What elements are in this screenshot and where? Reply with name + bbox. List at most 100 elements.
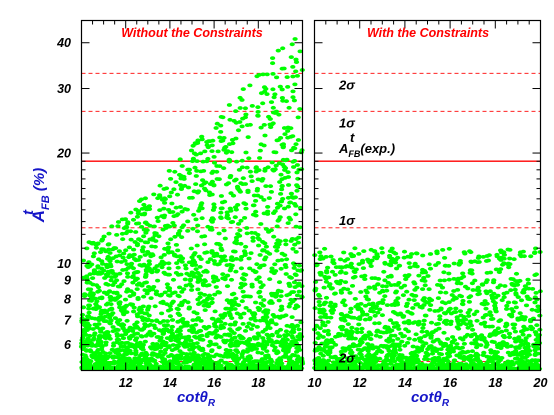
scatter-point [174, 192, 181, 197]
scatter-point [227, 327, 233, 332]
scatter-point [227, 322, 233, 327]
scatter-point [243, 206, 249, 211]
scatter-point [123, 303, 130, 308]
scatter-point [216, 360, 222, 364]
scatter-point [296, 263, 302, 268]
scatter-point [247, 266, 253, 271]
scatter-point [534, 297, 540, 302]
scatter-point [348, 306, 354, 311]
scatter-point [365, 257, 371, 262]
scatter-point [171, 223, 177, 228]
scatter-point [423, 354, 429, 359]
scatter-point [420, 253, 426, 258]
scatter-point [328, 308, 334, 313]
scatter-point [336, 367, 342, 371]
scatter-point [454, 342, 460, 346]
scatter-point [195, 287, 201, 292]
scatter-point [116, 249, 122, 254]
scatter-point [441, 320, 447, 325]
scatter-point [321, 308, 327, 313]
scatter-point [292, 146, 298, 151]
scatter-point [199, 216, 205, 221]
scatter-point [94, 304, 100, 308]
scatter-point [232, 358, 238, 363]
scatter-point [171, 187, 177, 192]
scatter-point [123, 267, 129, 272]
scatter-point [251, 203, 257, 208]
scatter-point [165, 272, 171, 277]
scatter-point [190, 318, 196, 322]
scatter-point [149, 252, 155, 256]
scatter-point [230, 366, 236, 371]
scatter-point [445, 309, 451, 314]
scatter-point [98, 334, 105, 339]
scatter-point [364, 297, 370, 301]
scatter-point [195, 223, 201, 228]
scatter-point [501, 253, 507, 257]
scatter-point [328, 286, 334, 291]
scatter-point [280, 337, 286, 342]
scatter-point [291, 165, 297, 169]
scatter-point [236, 326, 242, 331]
scatter-point [237, 366, 244, 371]
scatter-point [279, 177, 285, 182]
scatter-point [158, 255, 164, 260]
scatter-point [317, 347, 323, 352]
scatter-point [109, 224, 115, 229]
scatter-point [239, 355, 245, 359]
scatter-point [407, 255, 413, 259]
scatter-point [168, 177, 174, 181]
scatter-point [192, 251, 198, 255]
scatter-point [105, 365, 112, 370]
scatter-point [145, 308, 151, 312]
scatter-point [287, 283, 293, 288]
x-label-main: cotθ [177, 389, 209, 406]
scatter-point [295, 138, 301, 142]
scatter-point [379, 313, 385, 318]
scatter-point [379, 250, 385, 255]
scatter-point [373, 306, 379, 311]
scatter-point [215, 278, 221, 283]
scatter-point [513, 348, 519, 353]
scatter-point [123, 231, 129, 236]
scatter-point [323, 343, 329, 347]
scatter-point [411, 293, 417, 298]
scatter-point [461, 341, 467, 346]
scatter-point [202, 351, 208, 356]
scatter-point [172, 169, 178, 174]
scatter-point [142, 253, 148, 257]
scatter-point [507, 248, 513, 252]
scatter-point [174, 261, 180, 265]
scatter-point [343, 328, 349, 332]
scatter-point [419, 329, 425, 334]
scatter-point [407, 363, 413, 367]
scatter-point [511, 300, 517, 305]
scatter-point [323, 295, 330, 300]
scatter-point [210, 208, 216, 212]
scatter-point [177, 341, 183, 346]
scatter-point [368, 309, 374, 313]
scatter-point [132, 240, 138, 244]
scatter-point [518, 298, 525, 303]
scatter-point [443, 263, 449, 268]
scatter-point [330, 258, 336, 262]
scatter-point [224, 210, 230, 215]
scatter-point [270, 61, 276, 66]
scatter-point [328, 254, 334, 259]
scatter-point [135, 297, 141, 302]
scatter-point [451, 358, 457, 363]
scatter-point [342, 280, 349, 284]
scatter-point [423, 341, 429, 346]
scatter-point [317, 310, 323, 315]
scatter-point [285, 85, 291, 89]
scatter-point [125, 350, 131, 355]
scatter-point [405, 329, 411, 334]
scatter-point [415, 346, 421, 350]
scatter-point [274, 205, 281, 210]
scatter-point [131, 252, 137, 257]
scatter-point [249, 361, 255, 366]
y-tick-label: 10 [57, 257, 71, 271]
scatter-point [237, 228, 243, 233]
scatter-point [288, 191, 294, 196]
x-axis-label-left: cotθR [177, 389, 216, 409]
